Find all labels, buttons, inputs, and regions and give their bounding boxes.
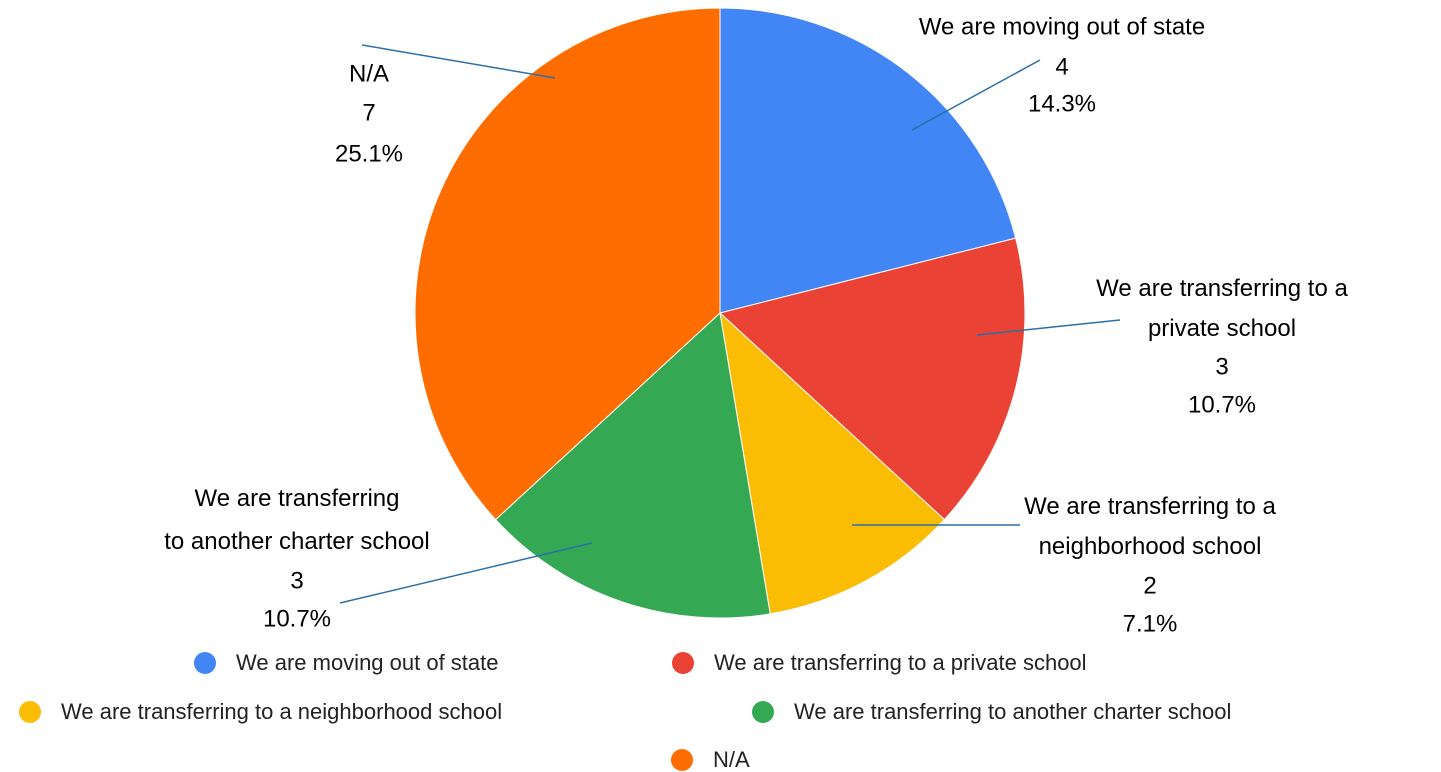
slice-label-name: N/A: [349, 60, 389, 87]
pie-slice: [719, 311, 946, 615]
slice-label-name: We are moving out of state: [919, 13, 1205, 40]
label-line: to another charter school: [164, 528, 430, 555]
slice-label-value: 2: [1143, 572, 1156, 599]
slice-label-percent: 10.7%: [263, 605, 331, 632]
slice-label-value: 4: [1055, 53, 1068, 80]
label-line: We are transferring to a: [1096, 275, 1348, 302]
legend-label: N/A: [713, 747, 750, 772]
slice-label-percent: 25.1%: [335, 140, 403, 167]
slice-label-percent: 14.3%: [1028, 90, 1096, 117]
slice-label-percent: 7.1%: [1123, 610, 1178, 637]
pie-slice: [719, 7, 1017, 314]
legend-swatch: [671, 749, 693, 771]
legend-label: We are transferring to a neighborhood sc…: [61, 699, 502, 724]
slice-label-percent: 10.7%: [1188, 391, 1256, 418]
legend-label: We are moving out of state: [236, 650, 499, 675]
pie-slice: [414, 7, 721, 521]
slice-label-name: We are transferring to a neighborhood sch…: [1024, 493, 1276, 560]
legend-label: We are transferring to another charter s…: [794, 699, 1231, 724]
leader-line: [361, 44, 556, 79]
leader-line: [339, 542, 593, 604]
legend-swatch: [752, 701, 774, 723]
leader-line: [911, 59, 1041, 131]
legend-swatch: [672, 652, 694, 674]
slice-label-name: We are transferring to a private school: [1096, 275, 1348, 342]
slice-label-value: 3: [1215, 353, 1228, 380]
legend-swatch: [19, 701, 41, 723]
label-line: private school: [1148, 315, 1296, 342]
label-line: We are transferring to a: [1024, 493, 1276, 520]
pie-slice: [494, 312, 771, 619]
legend-label: We are transferring to a private school: [714, 650, 1087, 675]
leader-line: [976, 319, 1121, 336]
slice-label-value: 3: [290, 567, 303, 594]
slice-label-name: We are transferring to another charter sc…: [164, 485, 430, 555]
label-line: We are transferring: [195, 485, 400, 512]
slice-label-value: 7: [362, 99, 375, 126]
label-line: neighborhood school: [1039, 533, 1262, 560]
legend-swatch: [194, 652, 216, 674]
pie-slice: [718, 237, 1026, 521]
